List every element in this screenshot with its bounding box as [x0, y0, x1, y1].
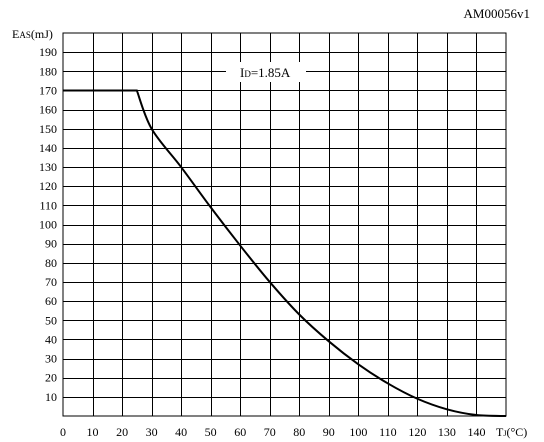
y-tick-label: 100	[39, 218, 57, 232]
x-tick-label: 20	[116, 425, 128, 439]
y-tick-label: 110	[39, 198, 57, 212]
x-tick-label: 40	[175, 425, 187, 439]
y-axis-label-sub: AS	[19, 30, 31, 40]
y-tick-labels: 190 180 170 160 150 140 130 120 110 100 90 80 70 60 50…	[39, 45, 57, 404]
y-tick-label: 10	[45, 390, 57, 404]
annotation-background	[226, 62, 306, 82]
x-axis-label-main: T	[496, 425, 504, 439]
y-tick-label: 120	[39, 179, 57, 193]
x-tick-label: 90	[323, 425, 335, 439]
y-tick-label: 70	[45, 275, 57, 289]
y-tick-label: 160	[39, 103, 57, 117]
plot-area: ID=1.85A	[226, 62, 306, 82]
figure-id: AM00056v1	[464, 6, 530, 21]
x-tick-label: 120	[408, 425, 426, 439]
y-tick-label: 150	[39, 122, 57, 136]
x-tick-label: 140	[467, 425, 485, 439]
x-tick-label: 50	[205, 425, 217, 439]
y-tick-label: 40	[45, 332, 57, 346]
annotation-value: =1.85A	[251, 65, 291, 80]
grid	[63, 33, 506, 416]
y-tick-label: 170	[39, 83, 57, 97]
y-tick-label: 90	[45, 237, 57, 251]
x-axis-label-sub: J	[503, 429, 506, 438]
series-line	[63, 89, 507, 417]
plot-frame	[62, 32, 507, 417]
y-tick-label: 30	[45, 352, 57, 366]
x-axis-label: TJ(°C)	[496, 425, 527, 439]
x-tick-label: 80	[293, 425, 305, 439]
y-axis-label: EAS(mJ)	[12, 27, 53, 41]
x-tick-label: 0	[60, 425, 66, 439]
x-tick-labels: 0 10 20 30 40 50 60 70 80 90 100 110 120 130 140	[60, 425, 485, 439]
x-tick-label: 110	[379, 425, 397, 439]
x-tick-label: 10	[87, 425, 99, 439]
y-tick-label: 20	[45, 371, 57, 385]
annotation-main: I	[240, 65, 244, 80]
x-tick-label: 60	[234, 425, 246, 439]
y-tick-label: 140	[39, 141, 57, 155]
x-tick-label: 130	[438, 425, 456, 439]
x-axis-label-unit: (°C)	[506, 425, 527, 439]
x-tick-label: 100	[349, 425, 367, 439]
annotation-label: ID=1.85A	[240, 65, 291, 80]
x-tick-label: 70	[264, 425, 276, 439]
y-axis-label-unit: (mJ)	[31, 27, 53, 41]
series-points	[62, 89, 507, 417]
y-tick-label: 180	[39, 64, 57, 78]
y-tick-label: 190	[39, 45, 57, 59]
annotation-sub: D	[244, 69, 251, 79]
y-tick-label: 50	[45, 313, 57, 327]
y-tick-label: 80	[45, 256, 57, 270]
y-axis-label-main: E	[12, 27, 19, 41]
y-tick-label: 130	[39, 160, 57, 174]
y-tick-label: 60	[45, 294, 57, 308]
x-tick-label: 30	[146, 425, 158, 439]
